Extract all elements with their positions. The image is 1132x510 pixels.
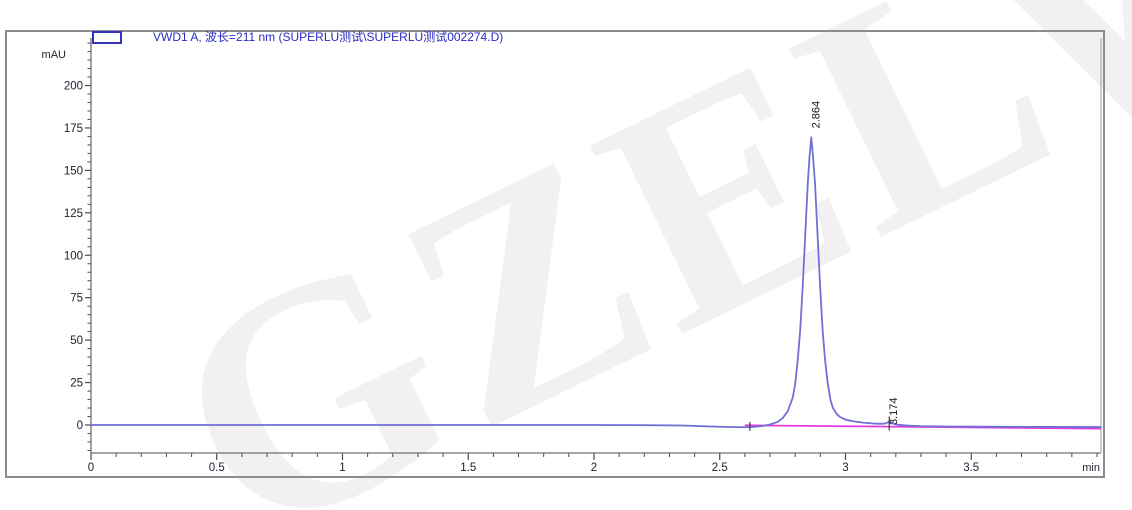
y-tick-label: 100 (64, 250, 83, 262)
x-axis-unit-label: min (1082, 462, 1100, 474)
x-tick-label: 3 (842, 462, 848, 474)
x-tick-label: 2.5 (712, 462, 728, 474)
y-tick-label: 200 (64, 81, 83, 93)
x-tick-label: 0.5 (209, 462, 225, 474)
x-tick-label: 1 (339, 462, 345, 474)
y-tick-label: 125 (64, 208, 83, 220)
y-tick-label: 0 (77, 420, 83, 432)
legend-swatch-box (92, 31, 122, 44)
y-tick-label: 75 (70, 293, 83, 305)
y-tick-label: 25 (70, 378, 83, 390)
y-tick-label: 150 (64, 165, 83, 177)
peak-rt-label: 3.174 (888, 398, 900, 426)
x-tick-label: 1.5 (460, 462, 476, 474)
chromatogram-trace (90, 136, 1102, 429)
x-tick-label: 0 (88, 462, 94, 474)
x-tick-label: 3.5 (963, 462, 979, 474)
legend-signal-label: VWD1 A, 波长=211 nm (SUPERLU测试\SUPERLU测试00… (153, 30, 504, 44)
y-tick-label: 50 (70, 335, 83, 347)
y-axis-unit-label: mAU (41, 49, 66, 61)
x-tick-label: 2 (591, 462, 597, 474)
signal-legend: VWD1 A, 波长=211 nm (SUPERLU测试\SUPERLU测试00… (92, 30, 503, 44)
peak-rt-label: 2.864 (810, 101, 822, 129)
y-tick-label: 175 (64, 123, 83, 135)
plot-frame (5, 30, 1105, 478)
